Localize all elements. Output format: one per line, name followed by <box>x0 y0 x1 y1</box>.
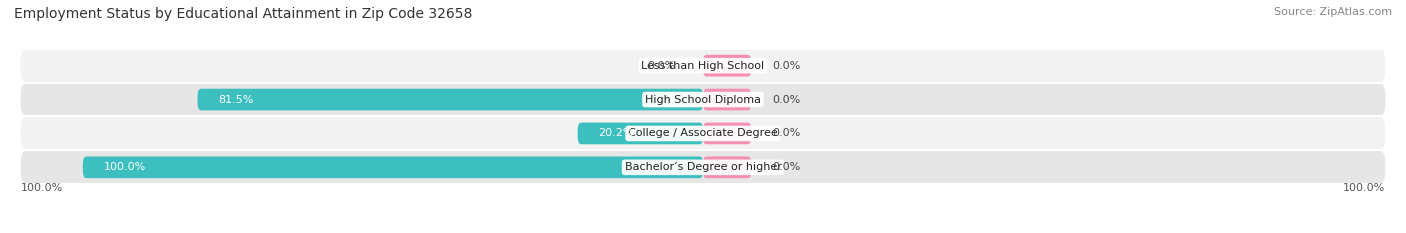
Text: 0.0%: 0.0% <box>772 95 800 105</box>
FancyBboxPatch shape <box>21 151 1385 184</box>
FancyBboxPatch shape <box>21 117 1385 150</box>
Text: 0.0%: 0.0% <box>772 128 800 138</box>
Text: 100.0%: 100.0% <box>1343 183 1385 193</box>
Text: 100.0%: 100.0% <box>21 183 63 193</box>
Text: Employment Status by Educational Attainment in Zip Code 32658: Employment Status by Educational Attainm… <box>14 7 472 21</box>
FancyBboxPatch shape <box>703 157 751 178</box>
Text: Less than High School: Less than High School <box>641 61 765 71</box>
FancyBboxPatch shape <box>703 89 751 110</box>
Text: College / Associate Degree: College / Associate Degree <box>628 128 778 138</box>
FancyBboxPatch shape <box>578 123 703 144</box>
Text: Bachelor’s Degree or higher: Bachelor’s Degree or higher <box>624 162 782 172</box>
Text: High School Diploma: High School Diploma <box>645 95 761 105</box>
FancyBboxPatch shape <box>21 83 1385 116</box>
FancyBboxPatch shape <box>703 123 751 144</box>
FancyBboxPatch shape <box>703 55 751 76</box>
FancyBboxPatch shape <box>21 49 1385 82</box>
Text: Source: ZipAtlas.com: Source: ZipAtlas.com <box>1274 7 1392 17</box>
FancyBboxPatch shape <box>197 89 703 110</box>
Text: 0.0%: 0.0% <box>772 61 800 71</box>
Text: 81.5%: 81.5% <box>218 95 253 105</box>
Text: 0.0%: 0.0% <box>772 162 800 172</box>
FancyBboxPatch shape <box>83 157 703 178</box>
Text: 20.2%: 20.2% <box>599 128 634 138</box>
Text: 100.0%: 100.0% <box>104 162 146 172</box>
Text: 0.0%: 0.0% <box>647 61 675 71</box>
